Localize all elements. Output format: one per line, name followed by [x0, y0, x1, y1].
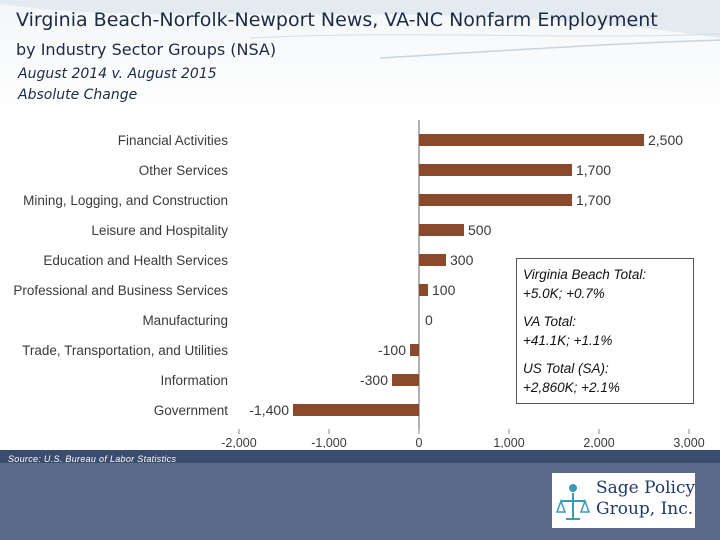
data-label: 300 [450, 252, 474, 268]
total-us: US Total (SA): +2,860K; +2.1% [523, 359, 687, 397]
category-label: Professional and Business Services [13, 283, 228, 298]
data-label: 500 [468, 222, 492, 238]
total-virginia-value: +41.1K; +1.1% [523, 333, 613, 348]
period-description: August 2014 v. August 2015 Absolute Chan… [18, 64, 217, 106]
category-label: Manufacturing [142, 313, 228, 328]
bar [419, 224, 464, 236]
total-virginia-beach-label: Virginia Beach Total: [523, 267, 647, 282]
data-label: -300 [360, 372, 388, 388]
total-virginia-label: VA Total: [523, 314, 577, 329]
data-label: 100 [432, 282, 456, 298]
x-tick-label: -2,000 [221, 436, 256, 448]
company-logo: Sage Policy Group, Inc. [552, 473, 695, 528]
bar-chart: Financial Activities 2,500 Other Services 1… [13, 120, 705, 448]
bar [419, 254, 446, 266]
bar [392, 374, 419, 386]
category-label: Other Services [139, 163, 229, 178]
total-us-label: US Total (SA): [523, 361, 609, 376]
x-tick-label: 0 [416, 436, 423, 448]
period-measure: Absolute Change [18, 87, 138, 103]
logo-text: Sage Policy Group, Inc. [596, 478, 695, 520]
logo-line-2: Group, Inc. [596, 499, 694, 519]
footer-strip [0, 450, 720, 463]
bar [410, 344, 419, 356]
data-label: 0 [425, 312, 433, 328]
chart-subtitle: by Industry Sector Groups (NSA) [16, 40, 277, 59]
x-tick-label: -1,000 [311, 436, 346, 448]
data-label: 1,700 [576, 162, 611, 178]
total-virginia-beach-value: +5.0K; +0.7% [523, 286, 605, 301]
total-virginia-beach: Virginia Beach Total: +5.0K; +0.7% [523, 265, 687, 303]
x-tick-label: 1,000 [493, 436, 524, 448]
data-label: -1,400 [249, 402, 289, 418]
logo-mark-icon [556, 484, 590, 520]
category-label: Government [154, 403, 229, 418]
bar [419, 134, 644, 146]
category-label: Leisure and Hospitality [91, 223, 228, 238]
total-virginia: VA Total: +41.1K; +1.1% [523, 312, 687, 350]
category-label: Trade, Transportation, and Utilities [22, 343, 228, 358]
category-label: Information [160, 373, 228, 388]
category-label: Mining, Logging, and Construction [23, 193, 228, 208]
data-label: 2,500 [648, 132, 683, 148]
data-label: -100 [378, 342, 406, 358]
bar [419, 164, 572, 176]
x-tick-label: 2,000 [583, 436, 614, 448]
x-tick-label: 3,000 [673, 436, 704, 448]
period-range: August 2014 v. August 2015 [18, 66, 217, 82]
data-label: 1,700 [576, 192, 611, 208]
bar [293, 404, 419, 416]
source-note: Source: U.S. Bureau of Labor Statistics [8, 454, 177, 464]
chart-title: Virginia Beach-Norfolk-Newport News, VA-… [16, 9, 658, 31]
category-label: Education and Health Services [43, 253, 228, 268]
total-us-value: +2,860K; +2.1% [523, 380, 620, 395]
bar [419, 284, 428, 296]
bar [419, 194, 572, 206]
header-wave-decoration [0, 0, 720, 59]
totals-box: Virginia Beach Total: +5.0K; +0.7% VA To… [516, 258, 694, 404]
category-label: Financial Activities [118, 133, 229, 148]
logo-line-1: Sage Policy [596, 478, 696, 498]
